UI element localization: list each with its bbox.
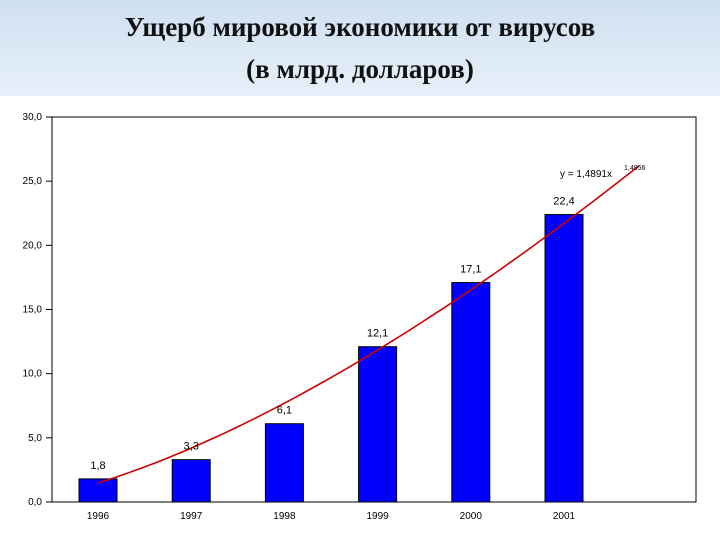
bar [78, 478, 118, 503]
x-tick-label: 2000 [460, 511, 483, 522]
bar-value-label: 12,1 [367, 328, 388, 340]
x-tick-label: 1997 [180, 511, 203, 522]
bar [264, 423, 304, 503]
chart-title-line-2: (в млрд. долларов) [246, 54, 474, 84]
y-tick-label: 20,0 [23, 240, 43, 251]
bar-value-label: 3,3 [184, 441, 199, 453]
y-tick-label: 0,0 [28, 497, 42, 508]
bar [171, 459, 211, 503]
bar [358, 346, 398, 503]
bar-value-label: 22,4 [553, 196, 574, 208]
title-banner: Ущерб мировой экономики от вирусов (в мл… [0, 0, 720, 96]
x-tick-label: 1998 [273, 511, 296, 522]
chart-labels: 0,0 5,0 10,0 15,0 20,0 25,0 30,0 1,8 1996 3,3 1997… [23, 112, 646, 522]
power-trendline [97, 165, 640, 484]
chart-title-line-1: Ущерб мировой экономики от вирусов [124, 12, 596, 42]
y-tick-label: 5,0 [28, 433, 42, 444]
bar [544, 214, 584, 503]
x-tick-label: 2001 [553, 511, 576, 522]
bar-value-label: 17,1 [460, 264, 481, 276]
trendline-group [97, 165, 640, 484]
bar [451, 282, 491, 503]
y-tick-label: 15,0 [23, 305, 43, 316]
y-tick-label: 25,0 [23, 176, 43, 187]
bar-chart: 0,0 5,0 10,0 15,0 20,0 25,0 30,0 1,8 1996 3,3 1997… [0, 96, 720, 540]
bar-value-label: 1,8 [90, 460, 105, 472]
chart-title: Ущерб мировой экономики от вирусов (в мл… [0, 6, 720, 90]
x-tick-label: 1999 [366, 511, 389, 522]
y-tick-label: 30,0 [23, 112, 43, 123]
y-tick-label: 10,0 [23, 369, 43, 380]
x-tick-label: 1996 [87, 511, 110, 522]
trendline-equation-exponent: 1,4956 [624, 165, 646, 172]
trendline-equation: y = 1,4891x [560, 169, 612, 180]
bar-value-label: 6,1 [277, 405, 292, 417]
chart-bars [78, 214, 584, 503]
